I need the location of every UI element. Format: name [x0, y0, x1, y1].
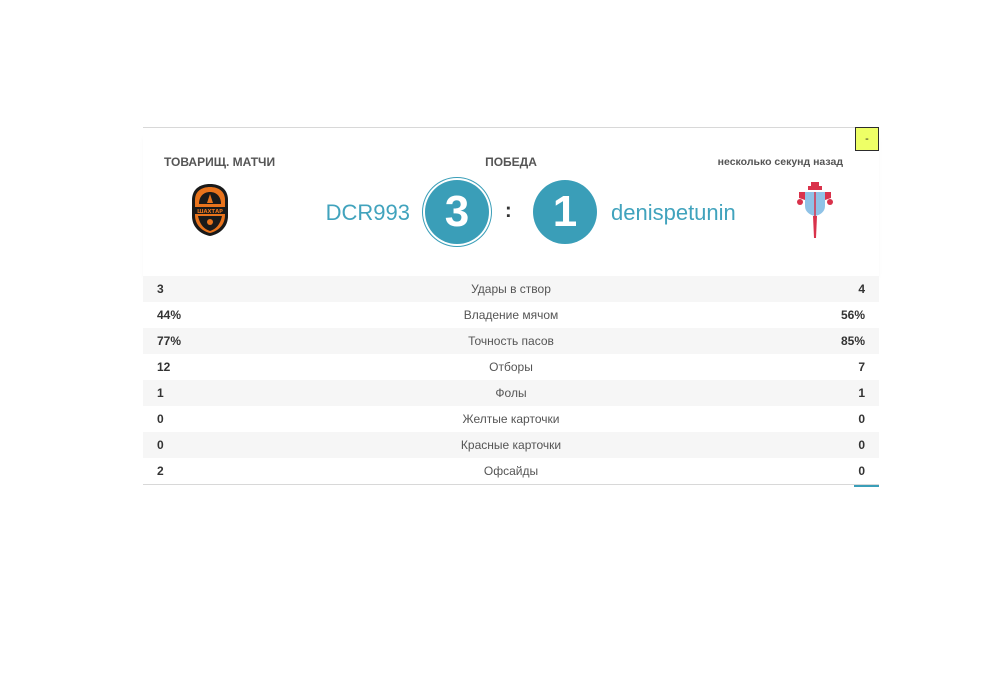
stat-label: Отборы	[489, 360, 533, 374]
stat-row: 3 Удары в створ 4	[143, 276, 879, 302]
stat-away-value: 0	[858, 438, 865, 452]
away-team-name[interactable]: denispetunin	[611, 200, 736, 225]
stat-away-value: 85%	[840, 334, 865, 348]
stat-label: Фолы	[495, 386, 527, 400]
stat-away-value: 4	[858, 282, 865, 296]
stat-away-value: 56%	[840, 308, 865, 322]
stat-row: 77% Точность пасов 85%	[143, 328, 879, 354]
match-time-label: несколько секунд назад	[717, 156, 843, 168]
match-header: - ТОВАРИЩ. МАТЧИ ПОБЕДА несколько секунд…	[143, 127, 879, 276]
stat-home-value: 2	[157, 464, 164, 478]
stat-label: Точность пасов	[468, 334, 554, 348]
match-result-label: ПОБЕДА	[485, 155, 537, 169]
match-type-label: ТОВАРИЩ. МАТЧИ	[164, 155, 276, 169]
bottom-divider	[143, 484, 879, 487]
away-score: 1	[533, 180, 597, 244]
score-separator: :	[505, 200, 512, 222]
stat-label: Желтые карточки	[462, 412, 560, 426]
flag-button[interactable]: -	[855, 127, 879, 151]
stat-away-value: 7	[858, 360, 865, 374]
stat-row: 0 Желтые карточки 0	[143, 406, 879, 432]
stat-row: 44% Владение мячом 56%	[143, 302, 879, 328]
stat-label: Удары в створ	[471, 282, 551, 296]
stat-label: Офсайды	[483, 464, 539, 478]
stat-row: 1 Фолы 1	[143, 380, 879, 406]
stat-home-value: 1	[157, 386, 164, 400]
accent-underline	[854, 485, 879, 487]
crest-text: ШАХТАР	[197, 209, 223, 215]
stat-home-value: 12	[157, 360, 171, 374]
stat-home-value: 3	[157, 282, 164, 296]
stat-home-value: 0	[157, 438, 164, 452]
stat-away-value: 0	[858, 464, 865, 478]
stat-away-value: 0	[858, 412, 865, 426]
stat-home-value: 77%	[157, 334, 182, 348]
stat-label: Красные карточки	[460, 438, 562, 452]
home-score: 3	[425, 180, 489, 244]
stat-row: 2 Офсайды 0	[143, 458, 879, 484]
stat-row: 12 Отборы 7	[143, 354, 879, 380]
home-team-name[interactable]: DCR993	[325, 200, 410, 225]
match-card: - ТОВАРИЩ. МАТЧИ ПОБЕДА несколько секунд…	[143, 127, 879, 487]
stat-home-value: 0	[157, 412, 164, 426]
celta-crest-icon	[795, 180, 835, 240]
shakhtar-crest-icon: ШАХТАР	[190, 182, 230, 238]
stat-away-value: 1	[858, 386, 865, 400]
stats-table: 3 Удары в створ 4 44% Владение мячом 56%…	[143, 276, 879, 484]
stat-row: 0 Красные карточки 0	[143, 432, 879, 458]
stat-label: Владение мячом	[463, 308, 559, 322]
stat-home-value: 44%	[157, 308, 182, 322]
